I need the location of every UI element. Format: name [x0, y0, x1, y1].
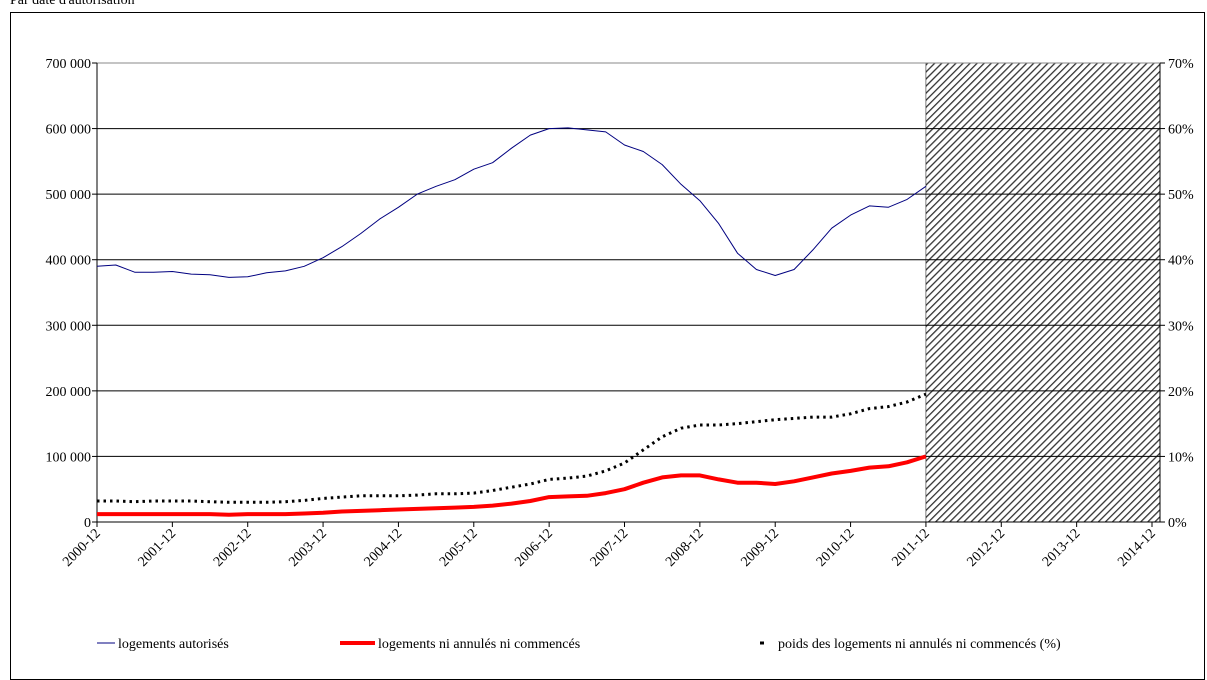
x-tick-label: 2011-12 [890, 526, 933, 569]
y-tick-label: 700 000 [46, 57, 92, 72]
y-tick-label: 300 000 [46, 319, 92, 334]
y2-tick-label: 0% [1168, 516, 1187, 531]
x-tick-label: 2004-12 [362, 526, 406, 570]
x-tick-label: 2012-12 [965, 526, 1009, 570]
y2-tick-label: 20% [1168, 385, 1194, 400]
x-tick-label: 2005-12 [437, 526, 481, 570]
y-tick-label: 500 000 [46, 188, 92, 203]
forecast-hatch [925, 62, 1161, 523]
chart-title: Par date d'autorisation [10, 0, 135, 8]
x-tick-label: 2000-12 [60, 526, 104, 570]
x-tick-label: 2009-12 [738, 526, 782, 570]
y-tick-label: 200 000 [46, 385, 92, 400]
legend-label: logements ni annulés ni commencés [378, 637, 580, 652]
x-tick-label: 2007-12 [588, 526, 632, 570]
y-tick-label: 0 [84, 516, 91, 531]
y2-tick-label: 10% [1168, 450, 1194, 465]
x-tick-label: 2001-12 [136, 526, 180, 570]
y2-tick-label: 70% [1168, 57, 1194, 72]
series-line [97, 454, 927, 517]
x-tick-label: 2003-12 [286, 526, 330, 570]
x-tick-label: 2002-12 [211, 526, 255, 570]
y2-tick-label: 50% [1168, 188, 1194, 203]
y2-tick-label: 40% [1168, 254, 1194, 269]
legend-label: logements autorisés [118, 637, 229, 652]
legend-label: poids des logements ni annulés ni commen… [778, 637, 1061, 652]
y-tick-label: 100 000 [46, 450, 92, 465]
x-tick-label: 2006-12 [512, 526, 556, 570]
x-tick-label: 2008-12 [663, 526, 707, 570]
series-line [96, 127, 927, 278]
y2-tick-label: 60% [1168, 123, 1194, 138]
y2-tick-label: 30% [1168, 319, 1194, 334]
x-tick-label: 2013-12 [1040, 526, 1084, 570]
series-line [97, 392, 927, 504]
y-tick-label: 400 000 [46, 254, 92, 269]
x-tick-label: 2014-12 [1115, 526, 1159, 570]
y-tick-label: 600 000 [46, 123, 92, 138]
x-tick-label: 2010-12 [814, 526, 858, 570]
